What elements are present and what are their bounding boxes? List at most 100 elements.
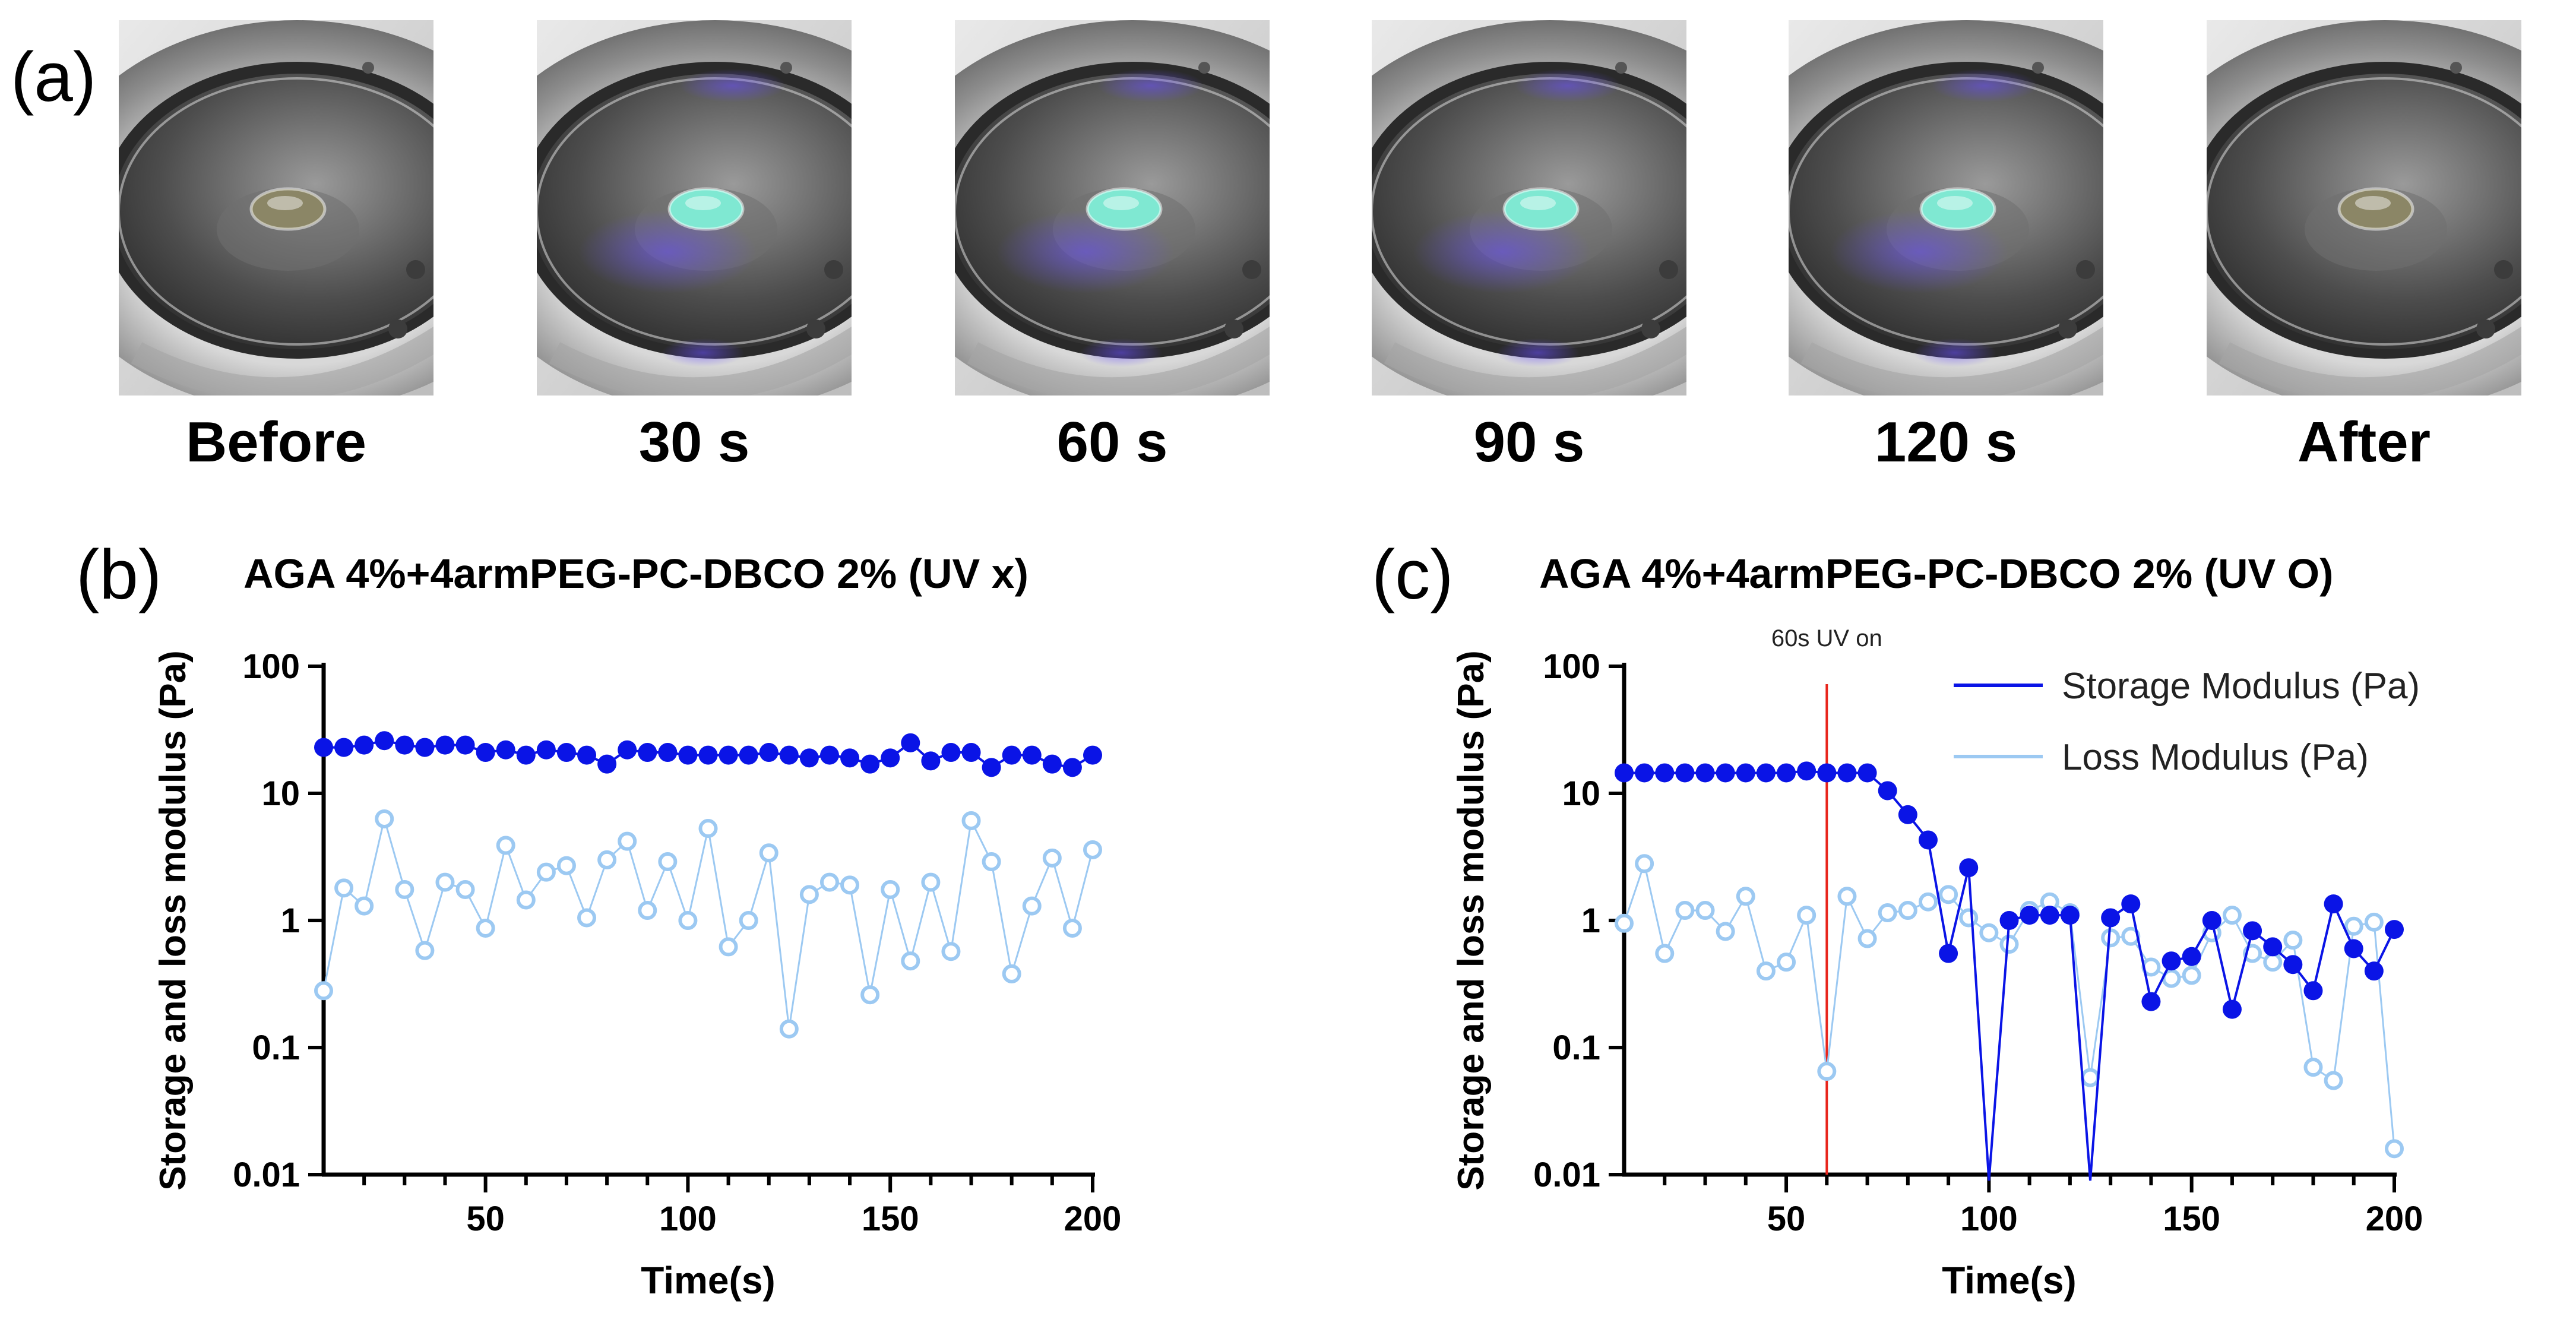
storage-data-point [678, 745, 698, 765]
storage-data-point [2303, 981, 2323, 1001]
loss-data-point [1817, 1062, 1837, 1081]
loss-data-point [719, 937, 738, 957]
uv-on-annotation: 60s UV on [1771, 625, 1882, 651]
loss-data-point [395, 879, 414, 899]
rheometer-photo-3 [955, 20, 1270, 396]
loss-data-point [961, 811, 981, 830]
storage-data-point [2162, 951, 2181, 971]
loss-data-point [496, 836, 515, 855]
loss-data-point [2324, 1071, 2343, 1090]
loss-data-point [1062, 918, 1082, 938]
y-tick-label: 1 [281, 901, 300, 940]
storage-data-point [536, 740, 556, 760]
storage-data-point [881, 748, 900, 768]
storage-data-point [1918, 830, 1938, 850]
loss-data-point [658, 852, 678, 872]
loss-series-line [1623, 860, 2395, 1149]
loss-data-point [1756, 961, 1776, 981]
chart-title: AGA 4%+4armPEG-PC-DBCO 2% (UV O) [1539, 550, 2333, 597]
storage-data-point [1959, 858, 1979, 878]
storage-data-point [1999, 911, 2019, 930]
y-tick-label: 0.01 [233, 1156, 300, 1194]
x-tick-label: 100 [659, 1200, 717, 1238]
loss-data-point [536, 862, 556, 882]
loss-data-point [698, 819, 718, 839]
storage-data-point [1042, 754, 1062, 774]
loss-data-point [1022, 896, 1042, 916]
storage-data-point [496, 740, 515, 760]
loss-data-point [2385, 1139, 2404, 1159]
loss-data-point [334, 878, 354, 898]
rheometer-photo-5 [1789, 20, 2103, 396]
rheometer-photo-4 [1372, 20, 1686, 396]
storage-data-point [779, 745, 799, 765]
storage-data-point [1655, 763, 1675, 783]
storage-data-point [2040, 906, 2059, 925]
x-axis-label: Time(s) [1942, 1259, 2076, 1302]
loss-data-point [819, 872, 839, 892]
storage-data-point [2385, 920, 2404, 939]
storage-data-point [2243, 921, 2262, 941]
loss-data-point [2182, 966, 2201, 985]
storage-data-point [901, 733, 920, 752]
y-tick-label: 1 [1581, 901, 1600, 940]
storage-data-point [355, 735, 374, 755]
storage-data-point [516, 745, 536, 765]
storage-data-point [476, 743, 495, 763]
storage-data-point [2121, 894, 2141, 914]
loss-data-point [415, 941, 435, 960]
loss-data-point [2222, 906, 2242, 925]
storage-data-point [921, 751, 941, 771]
loss-data-point [759, 843, 779, 863]
storage-data-point [759, 743, 779, 763]
storage-data-point [819, 745, 839, 765]
storage-data-point [1777, 763, 1796, 783]
y-tick-label: 10 [261, 774, 300, 813]
storage-data-point [2182, 947, 2201, 966]
loss-data-point [577, 908, 597, 928]
storage-data-point [577, 745, 597, 765]
y-tick-label: 100 [1543, 647, 1600, 686]
storage-data-point [1083, 745, 1102, 765]
loss-data-point [556, 856, 576, 875]
loss-data-point [739, 911, 758, 930]
loss-data-point [375, 809, 394, 828]
loss-data-point [2364, 912, 2384, 932]
storage-series-line [1624, 770, 2395, 1181]
storage-data-point [375, 731, 394, 751]
loss-data-point [1898, 901, 1917, 920]
storage-data-point [860, 754, 880, 774]
y-tick-label: 0.1 [1552, 1029, 1600, 1067]
storage-data-point [2060, 906, 2080, 925]
loss-data-point [476, 918, 495, 938]
loss-data-point [2081, 1068, 2100, 1087]
loss-data-point [1979, 923, 1999, 942]
x-tick-label: 200 [2366, 1200, 2423, 1238]
storage-data-point [840, 748, 860, 768]
loss-series-line [322, 815, 1094, 1029]
loss-data-point [455, 879, 475, 899]
storage-data-point [2364, 961, 2384, 981]
storage-data-point [1797, 761, 1817, 781]
loss-data-point [799, 885, 819, 904]
loss-data-point [618, 831, 637, 851]
storage-data-point [1939, 944, 1958, 963]
loss-data-point [1042, 848, 1062, 868]
photo-caption-6: After [2297, 410, 2431, 474]
loss-data-point [2303, 1058, 2323, 1077]
storage-data-point [1736, 763, 1755, 783]
photo-caption-1: Before [185, 410, 367, 474]
storage-data-point [2101, 908, 2121, 928]
loss-data-point [1716, 922, 1735, 941]
loss-data-point [1615, 913, 1634, 933]
loss-data-point [678, 911, 698, 930]
loss-data-point [2344, 916, 2363, 936]
x-tick-label: 50 [1767, 1200, 1806, 1238]
y-axis-label: Storage and loss modulus (Pa) [1451, 650, 1492, 1190]
x-tick-label: 150 [2163, 1200, 2220, 1238]
loss-data-point [860, 985, 880, 1005]
storage-data-point [2141, 992, 2161, 1011]
loss-data-point [435, 872, 455, 892]
storage-data-point [435, 735, 455, 755]
storage-data-point [597, 754, 617, 774]
